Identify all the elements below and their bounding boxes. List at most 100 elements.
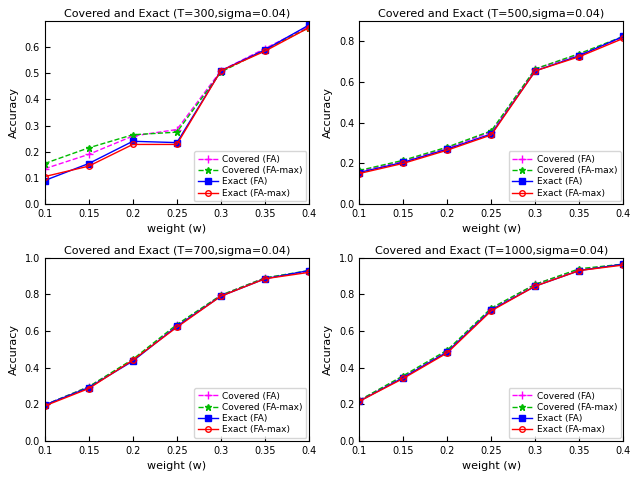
Covered (FA)	[217, 292, 225, 298]
Covered (FA)	[620, 261, 627, 267]
Exact (FA)	[532, 68, 540, 74]
Covered (FA)	[355, 168, 363, 174]
Covered (FA)	[41, 166, 49, 172]
Line: Exact (FA-max): Exact (FA-max)	[42, 270, 312, 408]
Exact (FA-max)	[532, 283, 540, 289]
X-axis label: weight (w): weight (w)	[147, 225, 207, 234]
Line: Covered (FA-max): Covered (FA-max)	[356, 261, 627, 404]
Covered (FA-max)	[41, 402, 49, 408]
Line: Exact (FA-max): Exact (FA-max)	[356, 262, 627, 404]
Exact (FA)	[217, 293, 225, 299]
Title: Covered and Exact (T=500,sigma=0.04): Covered and Exact (T=500,sigma=0.04)	[378, 9, 604, 19]
Exact (FA-max)	[85, 385, 93, 391]
Exact (FA)	[85, 385, 93, 391]
Line: Covered (FA-max): Covered (FA-max)	[41, 24, 312, 167]
Line: Covered (FA): Covered (FA)	[40, 22, 313, 173]
Covered (FA)	[355, 397, 363, 403]
Line: Exact (FA-max): Exact (FA-max)	[42, 25, 312, 180]
Line: Covered (FA-max): Covered (FA-max)	[41, 267, 312, 408]
Covered (FA)	[129, 133, 137, 139]
Exact (FA-max)	[217, 68, 225, 73]
Exact (FA-max)	[41, 174, 49, 180]
Covered (FA-max)	[488, 128, 495, 134]
Covered (FA-max)	[355, 168, 363, 173]
Covered (FA)	[399, 374, 407, 380]
Title: Covered and Exact (T=300,sigma=0.04): Covered and Exact (T=300,sigma=0.04)	[64, 9, 290, 19]
Covered (FA-max)	[488, 305, 495, 311]
Line: Covered (FA): Covered (FA)	[355, 33, 628, 176]
Exact (FA)	[129, 138, 137, 144]
Covered (FA)	[488, 306, 495, 312]
Legend: Covered (FA), Covered (FA-max), Exact (FA), Exact (FA-max): Covered (FA), Covered (FA-max), Exact (F…	[509, 151, 621, 201]
Covered (FA-max)	[305, 24, 313, 30]
Legend: Covered (FA), Covered (FA-max), Exact (FA), Exact (FA-max): Covered (FA), Covered (FA-max), Exact (F…	[194, 388, 307, 438]
Exact (FA-max)	[575, 54, 583, 60]
Covered (FA)	[444, 348, 451, 354]
Covered (FA-max)	[532, 281, 540, 287]
Exact (FA)	[488, 307, 495, 313]
Covered (FA-max)	[444, 144, 451, 150]
X-axis label: weight (w): weight (w)	[147, 461, 207, 471]
Line: Exact (FA): Exact (FA)	[356, 261, 627, 404]
Covered (FA)	[532, 66, 540, 72]
Covered (FA-max)	[217, 292, 225, 298]
Exact (FA-max)	[129, 142, 137, 147]
Line: Covered (FA): Covered (FA)	[40, 267, 313, 409]
Exact (FA-max)	[355, 398, 363, 404]
Line: Covered (FA): Covered (FA)	[355, 260, 628, 405]
Line: Exact (FA-max): Exact (FA-max)	[356, 36, 627, 176]
Exact (FA-max)	[620, 262, 627, 268]
Covered (FA)	[305, 269, 313, 275]
Exact (FA-max)	[85, 163, 93, 169]
Exact (FA)	[399, 375, 407, 381]
Exact (FA-max)	[488, 308, 495, 313]
Exact (FA)	[261, 276, 269, 282]
Y-axis label: Accuracy: Accuracy	[9, 324, 19, 375]
Exact (FA-max)	[444, 147, 451, 153]
Y-axis label: Accuracy: Accuracy	[323, 87, 333, 138]
Exact (FA-max)	[305, 269, 313, 275]
Covered (FA-max)	[444, 347, 451, 353]
Exact (FA)	[217, 68, 225, 73]
Exact (FA-max)	[305, 24, 313, 30]
Exact (FA-max)	[399, 160, 407, 166]
Exact (FA)	[261, 47, 269, 53]
Exact (FA)	[355, 398, 363, 404]
Covered (FA-max)	[620, 261, 627, 267]
Exact (FA-max)	[532, 68, 540, 74]
Covered (FA-max)	[261, 47, 269, 53]
Line: Exact (FA): Exact (FA)	[356, 34, 627, 175]
Y-axis label: Accuracy: Accuracy	[9, 87, 19, 138]
Exact (FA)	[620, 261, 627, 267]
Exact (FA)	[85, 161, 93, 167]
X-axis label: weight (w): weight (w)	[461, 225, 521, 234]
Covered (FA-max)	[41, 161, 49, 167]
Line: Covered (FA-max): Covered (FA-max)	[356, 33, 627, 174]
Covered (FA-max)	[261, 275, 269, 281]
Covered (FA)	[41, 402, 49, 408]
Exact (FA-max)	[620, 36, 627, 41]
Exact (FA-max)	[173, 324, 180, 330]
Exact (FA-max)	[261, 276, 269, 282]
Line: Exact (FA): Exact (FA)	[42, 268, 312, 408]
Covered (FA-max)	[355, 397, 363, 403]
Exact (FA)	[305, 22, 313, 28]
Exact (FA)	[305, 268, 313, 274]
Covered (FA-max)	[532, 66, 540, 72]
Exact (FA)	[444, 349, 451, 355]
Covered (FA)	[575, 52, 583, 58]
Exact (FA-max)	[355, 171, 363, 177]
Covered (FA)	[261, 275, 269, 281]
Covered (FA-max)	[129, 132, 137, 138]
Exact (FA)	[173, 140, 180, 145]
Exact (FA)	[575, 268, 583, 274]
Exact (FA)	[620, 34, 627, 39]
Exact (FA-max)	[488, 132, 495, 138]
Covered (FA)	[85, 384, 93, 390]
Covered (FA-max)	[173, 129, 180, 135]
Exact (FA)	[444, 146, 451, 152]
Exact (FA-max)	[261, 48, 269, 54]
Covered (FA-max)	[129, 356, 137, 362]
Covered (FA-max)	[85, 384, 93, 390]
Covered (FA)	[532, 281, 540, 287]
